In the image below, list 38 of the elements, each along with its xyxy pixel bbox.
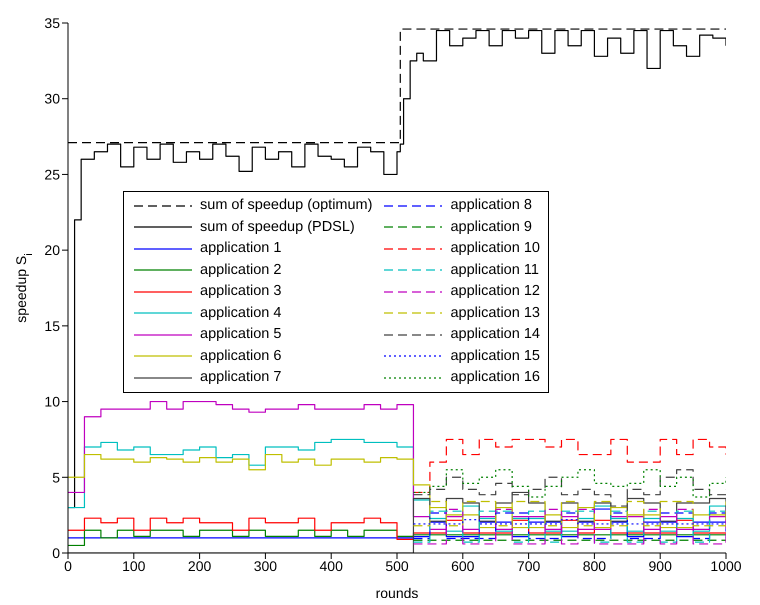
legend-label: application 7 (200, 368, 282, 388)
x-tick-label: 100 (122, 558, 146, 574)
y-tick-label: 15 (44, 318, 60, 334)
legend-label: application 10 (450, 239, 540, 258)
legend-label: sum of speedup (PDSL) (200, 218, 355, 237)
legend-label: sum of speedup (optimum) (200, 196, 372, 216)
legend-label: application 5 (200, 325, 282, 344)
legend-label: application 14 (450, 325, 540, 344)
legend-label: application 16 (450, 368, 540, 388)
y-tick-label: 30 (44, 90, 60, 107)
x-tick-label: 800 (582, 558, 606, 574)
x-tick-label: 600 (451, 558, 475, 574)
x-tick-label: 700 (516, 558, 540, 574)
legend-label: application 11 (450, 260, 539, 280)
y-tick-label: 20 (44, 242, 60, 258)
y-tick-label: 10 (44, 394, 60, 410)
x-tick-label: 900 (648, 558, 672, 574)
x-axis-title: rounds (376, 585, 418, 601)
x-tick-label: 400 (320, 558, 344, 574)
legend-label: application 12 (450, 282, 540, 302)
x-tick-label: 200 (188, 558, 212, 574)
legend-label: application 1 (200, 239, 282, 258)
x-tick-label: 300 (254, 558, 278, 574)
legend-label: application 15 (450, 346, 540, 366)
legend-label: application 3 (200, 282, 282, 302)
legend-label: application 8 (450, 196, 532, 216)
y-tick-label: 25 (44, 166, 60, 182)
legend-label: application 2 (200, 260, 282, 280)
legend-label: application 6 (200, 346, 282, 366)
legend-label: application 9 (450, 218, 532, 237)
x-tick-label: 1000 (710, 558, 742, 574)
y-tick-label: 0 (52, 544, 60, 561)
legend-label: application 4 (200, 304, 282, 323)
x-tick-label: 500 (385, 558, 409, 574)
x-tick-label: 0 (64, 558, 72, 574)
legend-label: application 13 (450, 304, 540, 323)
y-tick-label: 5 (52, 469, 60, 486)
y-tick-label: 35 (44, 14, 60, 31)
